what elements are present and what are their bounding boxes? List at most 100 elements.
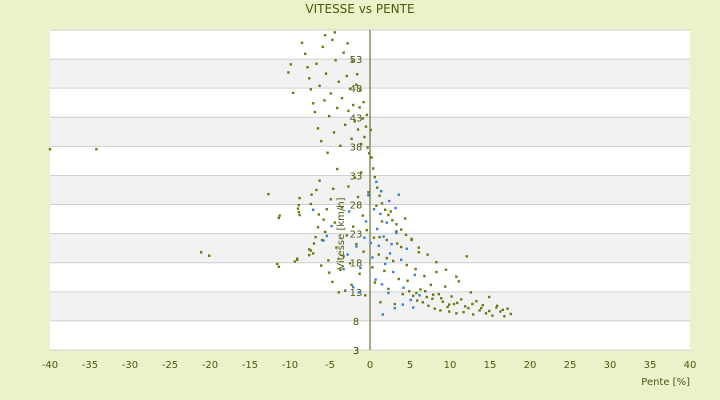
data-point <box>322 239 325 242</box>
x-tick-label: -30 <box>122 360 138 371</box>
data-point <box>355 242 358 246</box>
data-point <box>392 270 395 274</box>
data-point <box>276 262 279 266</box>
data-point <box>322 218 325 221</box>
data-point <box>314 235 317 239</box>
data-point <box>387 287 390 291</box>
data-point <box>450 295 453 298</box>
data-point <box>361 214 364 217</box>
data-point <box>499 310 502 313</box>
data-point <box>356 195 360 199</box>
data-point <box>404 217 407 220</box>
data-point <box>395 231 398 235</box>
data-point <box>509 312 512 316</box>
data-point <box>397 193 400 196</box>
data-point <box>370 156 373 159</box>
data-point <box>417 246 420 249</box>
data-point <box>358 272 361 275</box>
data-point <box>371 256 374 259</box>
data-point <box>392 259 395 263</box>
data-point <box>348 87 352 90</box>
y-tick-label: 3 <box>353 346 359 357</box>
data-point <box>380 220 384 223</box>
data-point <box>318 84 321 88</box>
data-point <box>496 304 499 307</box>
data-point <box>371 266 374 269</box>
data-point <box>277 265 280 268</box>
data-point <box>347 109 350 113</box>
data-point <box>377 253 380 256</box>
x-axis-title: Pente [%] <box>641 377 690 388</box>
data-point <box>339 144 342 147</box>
data-point <box>412 306 415 309</box>
x-tick-label: 35 <box>644 360 657 371</box>
data-point <box>318 179 321 182</box>
data-point <box>465 255 468 258</box>
data-point <box>405 247 408 250</box>
data-point <box>362 100 365 104</box>
data-point <box>495 306 498 309</box>
data-point <box>353 176 356 179</box>
x-tick-label: 5 <box>407 360 413 371</box>
data-point <box>330 224 333 228</box>
x-tick-label: -35 <box>82 360 98 371</box>
data-point <box>320 264 323 267</box>
data-point <box>344 289 347 292</box>
data-point <box>334 59 337 62</box>
data-point <box>435 260 438 264</box>
data-point <box>323 99 326 102</box>
data-point <box>326 151 329 154</box>
data-point <box>457 280 460 283</box>
data-point <box>425 295 428 299</box>
data-point <box>393 306 396 310</box>
data-point <box>316 127 320 130</box>
data-point <box>380 283 384 286</box>
data-point <box>441 300 444 303</box>
x-tick-label: 20 <box>524 360 537 371</box>
data-point <box>296 257 299 260</box>
data-point <box>390 242 393 246</box>
data-point <box>346 42 349 45</box>
data-point <box>324 72 328 75</box>
data-point <box>342 51 345 54</box>
data-point <box>506 307 509 310</box>
data-point <box>469 291 472 294</box>
data-point <box>406 279 409 282</box>
x-tick-label: -10 <box>282 360 298 371</box>
x-tick-label: 25 <box>564 360 577 371</box>
data-point <box>381 313 384 316</box>
y-axis-title: Vitesse [km/h] <box>336 197 347 269</box>
x-tick-label: -40 <box>42 360 58 371</box>
data-point <box>408 290 411 293</box>
data-point <box>309 88 312 91</box>
data-point <box>363 236 366 239</box>
data-point <box>372 236 376 239</box>
data-point <box>309 249 312 252</box>
data-point <box>359 88 362 92</box>
data-point <box>313 110 316 114</box>
data-point <box>387 213 390 217</box>
x-tick-label: -20 <box>202 360 218 371</box>
data-point <box>455 312 458 315</box>
data-point <box>435 270 438 274</box>
data-point <box>297 210 300 214</box>
data-point <box>400 245 403 249</box>
data-point <box>478 309 481 312</box>
data-point <box>416 299 419 302</box>
data-point <box>344 123 347 127</box>
data-point <box>350 283 353 287</box>
data-point <box>352 285 355 289</box>
data-point <box>410 238 413 242</box>
y-tick-label: 28 <box>350 201 363 212</box>
data-point <box>412 294 415 298</box>
data-point <box>385 256 388 260</box>
data-point <box>431 297 434 300</box>
data-point <box>488 295 491 299</box>
data-point <box>377 244 380 248</box>
data-point <box>308 77 311 80</box>
data-point <box>357 291 360 294</box>
data-point <box>375 204 378 207</box>
data-point <box>339 268 342 271</box>
data-point <box>456 301 459 305</box>
